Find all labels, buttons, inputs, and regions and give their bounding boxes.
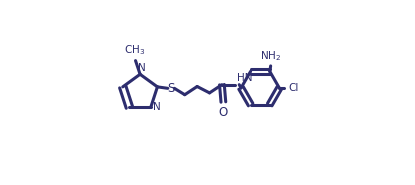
Text: Cl: Cl (288, 83, 299, 93)
Text: HN: HN (237, 73, 253, 83)
Text: N: N (153, 102, 161, 112)
Text: S: S (167, 82, 175, 95)
Text: O: O (219, 106, 228, 119)
Text: CH$_3$: CH$_3$ (124, 43, 145, 57)
Text: N: N (138, 63, 145, 73)
Text: NH$_2$: NH$_2$ (261, 49, 282, 63)
